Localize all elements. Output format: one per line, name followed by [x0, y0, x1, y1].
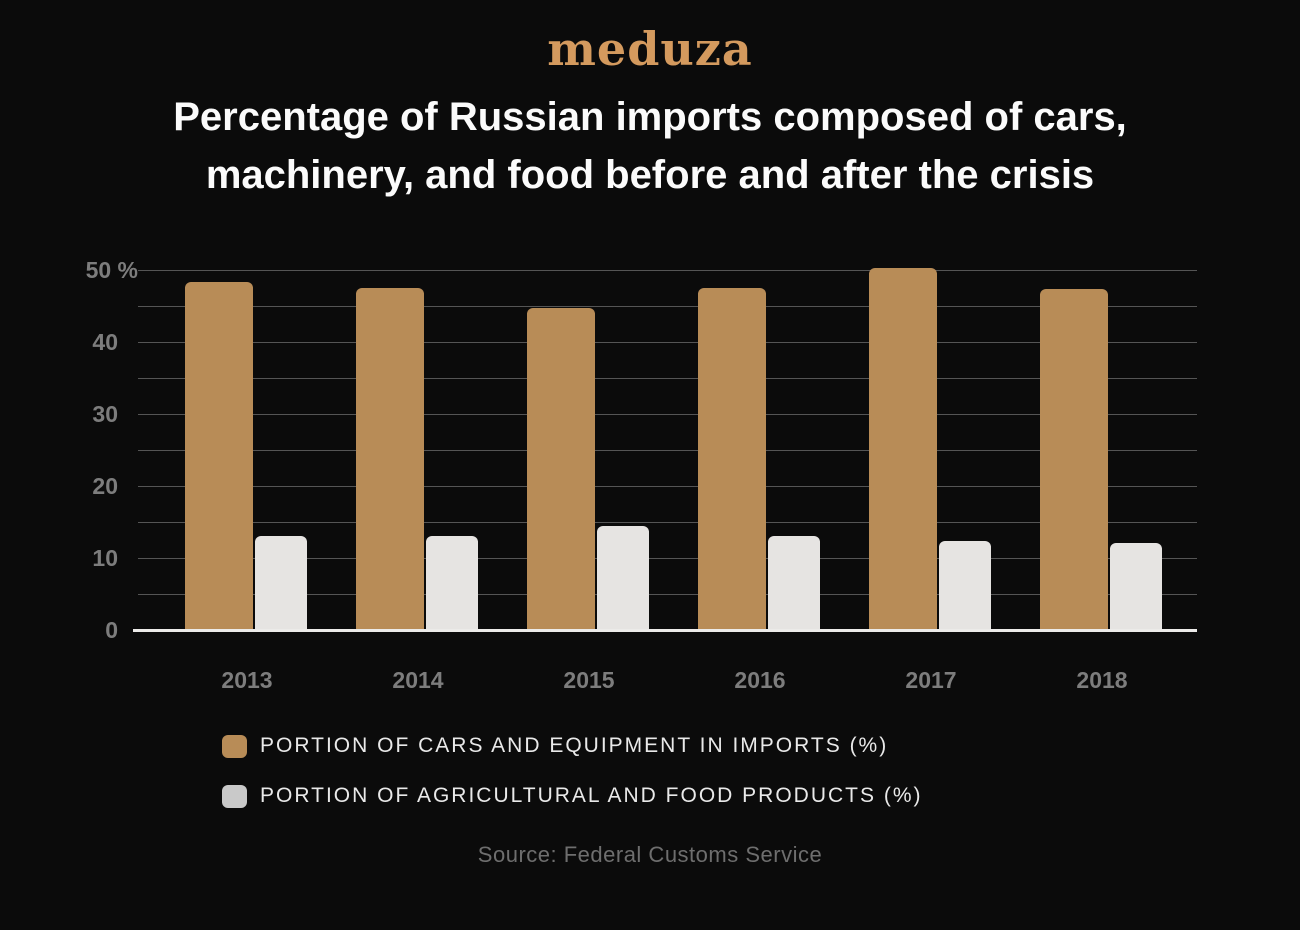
- bar-food-2017: [939, 541, 991, 630]
- x-axis-label-2017: 2017: [905, 667, 957, 693]
- bar-food-2014: [426, 536, 478, 630]
- bar-food-2016: [768, 536, 820, 630]
- gridline-5: [138, 594, 1197, 595]
- x-axis-label-2018: 2018: [1076, 667, 1128, 693]
- x-axis-label-2015: 2015: [563, 667, 615, 693]
- legend-item-food: PORTION OF AGRICULTURAL AND FOOD PRODUCT…: [222, 783, 923, 809]
- gridline-25: [138, 450, 1197, 451]
- y-axis-label-50: 50 %: [85, 257, 138, 283]
- legend-swatch-food-icon: [222, 784, 247, 808]
- y-axis-label-0: 0: [105, 617, 118, 643]
- source-note: Source: Federal Customs Service: [477, 842, 823, 867]
- x-axis-baseline: [133, 629, 1197, 632]
- y-axis-label-30: 30: [92, 401, 118, 427]
- chart-title: Percentage of Russian imports composed o…: [0, 88, 1300, 204]
- bar-cars-2017: [869, 267, 937, 630]
- bar-cars-2013: [185, 282, 253, 630]
- gridline-35: [138, 378, 1197, 379]
- y-axis-label-40: 40: [92, 329, 118, 355]
- chart-title-line-1: Percentage of Russian imports composed o…: [173, 95, 1127, 139]
- x-axis-label-2014: 2014: [392, 667, 444, 693]
- legend-label-cars: PORTION OF CARS AND EQUIPMENT IN IMPORTS…: [260, 734, 889, 757]
- x-axis-label-2013: 2013: [221, 667, 273, 693]
- legend-label-food: PORTION OF AGRICULTURAL AND FOOD PRODUCT…: [260, 784, 923, 807]
- gridline-50: [138, 270, 1197, 271]
- bar-cars-2015: [527, 308, 595, 630]
- y-axis-label-20: 20: [92, 473, 118, 499]
- bar-cars-2018: [1040, 288, 1108, 630]
- chart-title-line-2: machinery, and food before and after the…: [205, 153, 1095, 197]
- bar-cars-2016: [698, 288, 766, 630]
- meduza-logo: meduza: [547, 22, 753, 76]
- x-axis-label-2016: 2016: [734, 667, 786, 693]
- gridline-20: [138, 486, 1197, 487]
- bar-food-2018: [1110, 542, 1162, 630]
- legend-swatch-cars-icon: [222, 734, 247, 758]
- gridline-40: [138, 342, 1197, 343]
- gridline-30: [138, 414, 1197, 415]
- legend-item-cars: PORTION OF CARS AND EQUIPMENT IN IMPORTS…: [222, 733, 923, 759]
- chart-legend: PORTION OF CARS AND EQUIPMENT IN IMPORTS…: [222, 733, 923, 833]
- gridline-15: [138, 522, 1197, 523]
- bar-food-2013: [255, 535, 307, 630]
- gridline-45: [138, 306, 1197, 307]
- y-axis-label-10: 10: [92, 545, 118, 571]
- bar-cars-2014: [356, 288, 424, 630]
- bar-food-2015: [597, 526, 649, 630]
- gridline-10: [138, 558, 1197, 559]
